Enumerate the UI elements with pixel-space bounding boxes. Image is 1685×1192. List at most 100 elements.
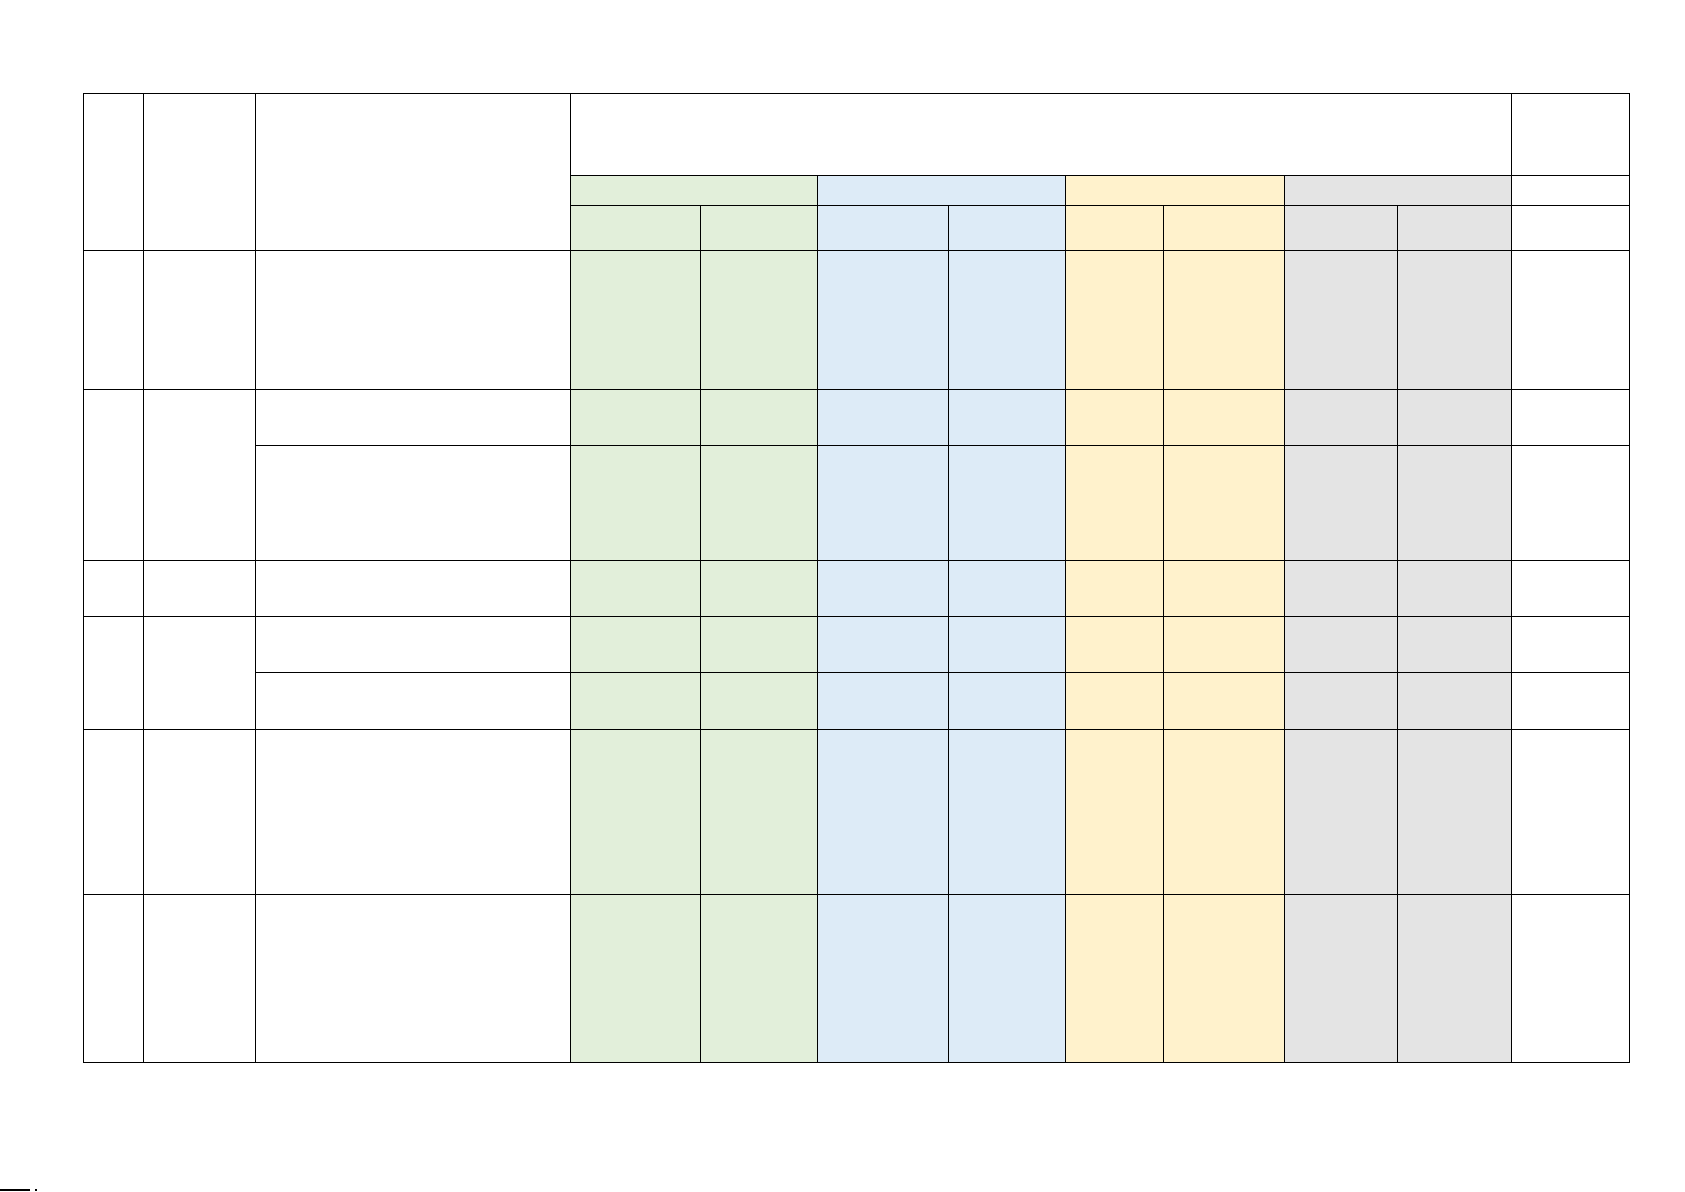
table-cell xyxy=(1163,729,1285,895)
table-cell xyxy=(700,894,818,1063)
blank-form-table xyxy=(83,93,1630,1063)
table-cell xyxy=(1511,250,1630,390)
page-edge-mark xyxy=(0,1189,30,1191)
table-cell xyxy=(1284,616,1398,673)
table-cell xyxy=(143,894,256,1063)
table-row xyxy=(83,389,1630,561)
table-row xyxy=(83,560,1630,617)
table-cell xyxy=(1163,894,1285,1063)
table-cell xyxy=(83,894,144,1063)
table-cell xyxy=(700,445,818,561)
table-cell xyxy=(1511,729,1630,895)
table-cell xyxy=(700,560,818,617)
group-header-green xyxy=(570,175,818,206)
table-cell xyxy=(1284,894,1398,1063)
table-cell xyxy=(700,672,818,730)
table-cell xyxy=(1163,672,1285,730)
subheader-cell xyxy=(1397,205,1512,251)
table-cell xyxy=(817,729,949,895)
table-row xyxy=(83,616,1630,730)
table-cell xyxy=(83,616,144,730)
table-cell xyxy=(1397,250,1512,390)
header-cell-3 xyxy=(255,93,571,251)
page-edge-dot xyxy=(35,1189,37,1191)
table-cell xyxy=(143,389,256,561)
table-row xyxy=(84,672,1630,730)
table-cell xyxy=(255,250,571,390)
table-cell xyxy=(1163,389,1285,446)
table-cell xyxy=(255,729,571,895)
header-cell-2 xyxy=(143,93,256,251)
table-cell xyxy=(1397,560,1512,617)
table-cell xyxy=(1065,894,1164,1063)
table-cell xyxy=(1065,250,1164,390)
table-row xyxy=(83,894,1630,1063)
table-cell xyxy=(1163,560,1285,617)
table-cell xyxy=(570,616,701,673)
table-cell xyxy=(1065,389,1164,446)
subheader-cell xyxy=(1511,205,1630,251)
table-cell xyxy=(817,672,949,730)
table-cell xyxy=(255,672,571,730)
subheader-cell xyxy=(817,205,949,251)
table-cell xyxy=(1397,729,1512,895)
table-cell xyxy=(255,445,571,561)
table-cell xyxy=(570,250,701,390)
group-header-yellow xyxy=(1065,175,1285,206)
table-cell xyxy=(1065,560,1164,617)
table-cell xyxy=(83,389,144,561)
table-cell xyxy=(948,445,1066,561)
table-cell xyxy=(1511,672,1630,730)
table-cell xyxy=(948,250,1066,390)
subheader-cell xyxy=(700,205,818,251)
subheader-cell xyxy=(1284,205,1398,251)
table-cell xyxy=(1065,445,1164,561)
table-cell xyxy=(1397,389,1512,446)
table-cell xyxy=(948,389,1066,446)
group-header-gray xyxy=(1284,175,1512,206)
table-cell xyxy=(1511,445,1630,561)
table-cell xyxy=(817,560,949,617)
subheader-cell xyxy=(1163,205,1285,251)
group-header-blue xyxy=(817,175,1066,206)
table-cell xyxy=(1284,250,1398,390)
table-cell xyxy=(570,560,701,617)
table-cell xyxy=(1284,389,1398,446)
table-cell xyxy=(1397,894,1512,1063)
table-cell xyxy=(1511,560,1630,617)
table-cell xyxy=(1065,729,1164,895)
table-cell xyxy=(143,560,256,617)
table-cell xyxy=(143,250,256,390)
table-cell xyxy=(948,616,1066,673)
group-header-last xyxy=(1511,175,1630,206)
table-cell xyxy=(817,894,949,1063)
subheader-cell xyxy=(948,205,1066,251)
table-cell xyxy=(1397,616,1512,673)
table-cell xyxy=(700,389,818,446)
table-cell xyxy=(83,560,144,617)
table-cell xyxy=(700,616,818,673)
table-cell xyxy=(1511,616,1630,673)
table-cell xyxy=(255,560,571,617)
table-cell xyxy=(1284,729,1398,895)
table-cell xyxy=(83,729,144,895)
table-cell xyxy=(948,894,1066,1063)
table-cell xyxy=(948,729,1066,895)
table-row xyxy=(83,250,1630,390)
table-cell xyxy=(1284,672,1398,730)
table-cell xyxy=(1163,445,1285,561)
table-cell xyxy=(1284,560,1398,617)
table-cell xyxy=(255,616,571,673)
table-cell xyxy=(817,445,949,561)
table-cell xyxy=(143,616,256,730)
table-cell xyxy=(1511,894,1630,1063)
table-cell xyxy=(570,672,701,730)
table-cell xyxy=(255,389,571,446)
table-cell xyxy=(83,250,144,390)
table-cell xyxy=(817,250,949,390)
table-cell xyxy=(1397,672,1512,730)
table-cell xyxy=(570,389,701,446)
header-cell-1 xyxy=(83,93,144,251)
table-row xyxy=(83,729,1630,895)
table-cell xyxy=(1163,250,1285,390)
